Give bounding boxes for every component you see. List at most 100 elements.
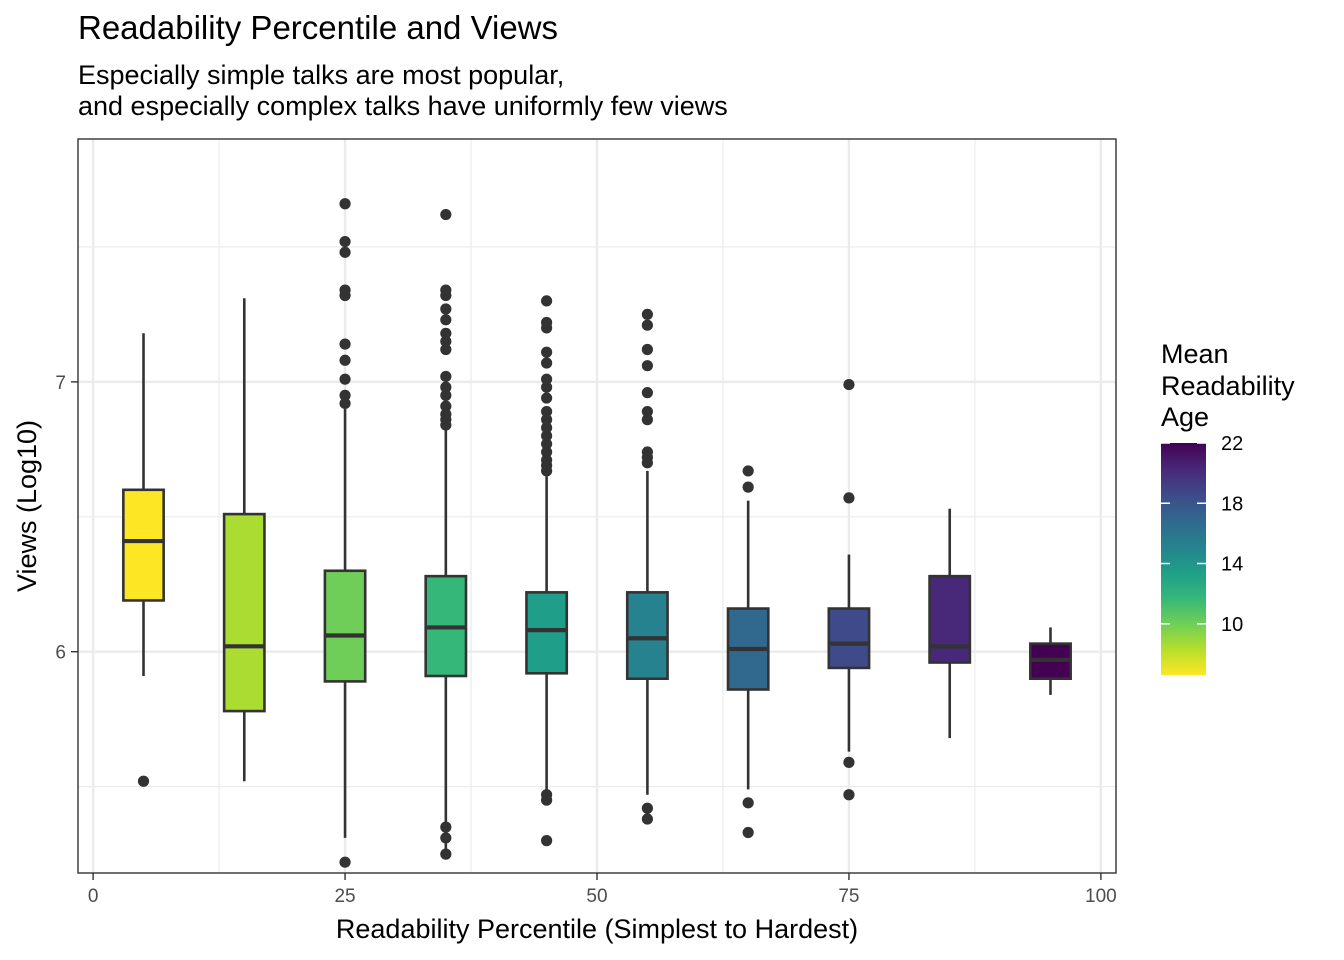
legend-title-line-3: Age [1161, 402, 1209, 432]
outlier-point [641, 360, 653, 372]
legend-tick-label: 14 [1221, 554, 1243, 576]
outlier-point [541, 422, 553, 434]
subtitle-line-2: and especially complex talks have unifor… [78, 91, 728, 121]
legend-ticks: 10 14 18 22 [1161, 433, 1243, 636]
outlier-point [440, 343, 452, 356]
box-group [122, 333, 165, 787]
legend-tick-label: 18 [1221, 493, 1243, 515]
outlier-point [541, 446, 553, 458]
x-tick-label: 75 [838, 886, 859, 907]
color-legend: Mean Readability Age 10 14 18 22 [1161, 339, 1295, 675]
x-axis-title: Readability Percentile (Simplest to Hard… [336, 914, 858, 944]
outlier-point [843, 492, 855, 504]
outlier-point [742, 826, 754, 839]
box-group [424, 208, 468, 860]
box-group [928, 508, 972, 739]
outlier-point [440, 408, 452, 420]
x-tick-label: 50 [586, 886, 607, 907]
outlier-point [339, 246, 351, 258]
outlier-point [339, 397, 351, 410]
outlier-point [440, 832, 452, 844]
outlier-point [843, 789, 855, 801]
axes: 0 25 50 75 100 6 7 [55, 373, 1116, 907]
outlier-point [541, 316, 553, 329]
outlier-point [339, 235, 351, 248]
outlier-point [541, 789, 553, 801]
outlier-point [339, 856, 351, 868]
outlier-point [440, 303, 452, 315]
outlier-point [641, 446, 653, 458]
y-axis-title: Views (Log10) [12, 420, 42, 592]
outlier-point [843, 756, 855, 768]
legend-title-line-2: Readability [1161, 371, 1295, 401]
chart-title: Readability Percentile and Views [78, 9, 558, 46]
outlier-point [541, 295, 553, 307]
outlier-point [541, 357, 553, 369]
outlier-point [137, 775, 150, 787]
outlier-point [742, 465, 754, 477]
outlier-point [541, 373, 553, 385]
subtitle-line-1: Especially simple talks are most popular… [78, 60, 565, 90]
outlier-point [440, 314, 452, 326]
outlier-point [440, 848, 452, 860]
outlier-point [440, 370, 452, 383]
box [928, 574, 972, 664]
outlier-point [440, 389, 452, 401]
outlier-point [541, 454, 553, 466]
outlier-point [541, 835, 553, 847]
outlier-point [541, 430, 553, 442]
outlier-point [339, 354, 351, 366]
legend-colorbar [1161, 443, 1206, 675]
x-tick-label: 100 [1085, 886, 1117, 907]
legend-tick-label: 10 [1221, 614, 1243, 636]
outlier-point [339, 389, 351, 401]
legend-title-line-1: Mean [1161, 339, 1229, 369]
outlier-point [843, 378, 855, 391]
box-group [625, 308, 669, 825]
box-group [827, 378, 871, 801]
outlier-point [641, 414, 653, 426]
outlier-point [742, 481, 754, 493]
y-tick-label: 6 [55, 643, 66, 664]
box [122, 488, 165, 602]
y-tick-label: 7 [55, 373, 66, 394]
x-tick-label: 0 [88, 886, 99, 907]
outlier-point [641, 405, 653, 418]
box-group [222, 298, 266, 782]
outlier-point [440, 327, 452, 339]
outlier-point [440, 400, 452, 412]
box [827, 607, 871, 670]
box [222, 512, 266, 713]
outlier-point [641, 319, 653, 331]
outlier-point [541, 346, 553, 358]
outlier-point [742, 797, 754, 809]
outlier-point [541, 405, 553, 418]
outlier-point [541, 392, 553, 404]
box-group [1029, 627, 1072, 695]
outlier-point [440, 381, 452, 393]
outlier-point [541, 414, 553, 426]
x-tick-label: 25 [334, 886, 355, 907]
legend-tick-label: 22 [1221, 433, 1243, 455]
outlier-point [641, 343, 653, 356]
outlier-point [440, 821, 452, 833]
outlier-point [440, 284, 452, 296]
box [323, 569, 367, 683]
outlier-point [440, 335, 452, 347]
outlier-point [440, 208, 452, 221]
box-group [525, 295, 569, 847]
box [525, 591, 569, 675]
chart-subtitle: Especially simple talks are most popular… [78, 60, 728, 122]
outlier-point [339, 284, 351, 296]
box [625, 591, 669, 681]
outlier-point [541, 381, 553, 393]
outlier-point [541, 438, 553, 450]
outlier-point [339, 373, 351, 385]
outlier-point [641, 308, 653, 321]
boxes [122, 198, 1072, 868]
box-group [323, 198, 367, 868]
outlier-point [339, 338, 351, 350]
outlier-point [641, 387, 653, 399]
box-group [726, 465, 770, 839]
